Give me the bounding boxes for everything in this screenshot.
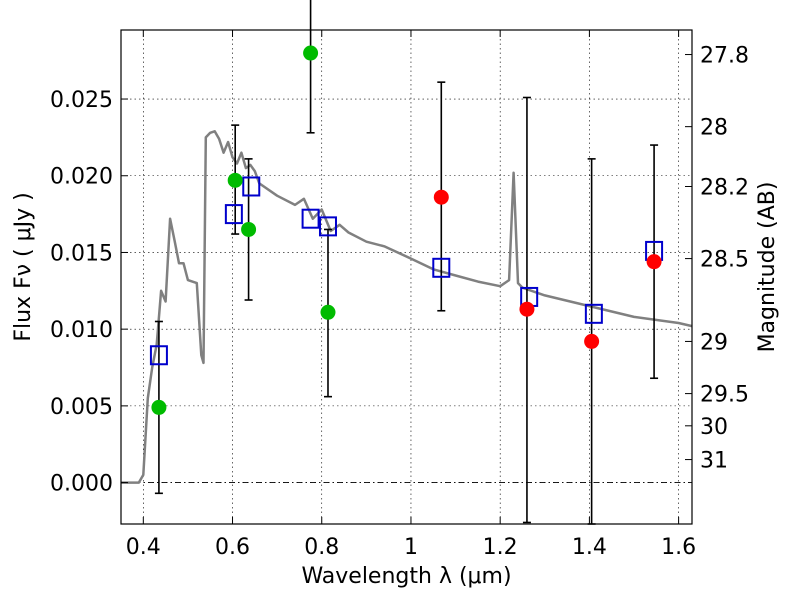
grid-lines [121,30,692,524]
x-axis-label: Wavelength λ (μm) [301,564,511,589]
y-tick-label: 0.000 [50,472,113,497]
x-tick-label: 0.6 [215,535,250,560]
y2-tick-label: 27.8 [700,44,749,69]
synthetic-photometry-square [432,257,451,278]
nondetection-point [584,333,600,349]
y2-tick-label: 29.5 [700,383,749,408]
detection-point [227,172,243,188]
nondetection-point [519,301,535,317]
y-tick-label: 0.025 [50,88,113,113]
synthetic-photometry-square [149,345,168,366]
y-tick-label: 0.010 [50,318,113,343]
synthetic-photometry-square [584,303,603,324]
synthetic-photometry-square [301,208,320,229]
nondetection-point [646,254,662,270]
synthetic-photometry-square [224,204,243,225]
x-tick-label: 0.8 [304,535,339,560]
nondetection-point [433,189,449,205]
x-tick-label: 0.4 [126,535,161,560]
model-spectrum-layer [121,130,693,484]
y-tick-label: 0.020 [50,165,113,190]
x-tick-label: 1.4 [572,535,607,560]
data-point-layer [149,45,664,415]
detection-point [241,221,257,237]
axis-ticks: 0.4 0.6 0.8 1 1.2 1.4 1.6 0.000 0.005 0.010 0.015 0… [50,30,749,560]
y2-tick-label: 30 [700,415,728,440]
y-tick-label: 0.015 [50,241,113,266]
detection-point [303,45,319,61]
y2-tick-label: 28 [700,116,728,141]
y2-tick-label: 31 [700,449,728,474]
x-tick-label: 1.2 [483,535,518,560]
synthetic-photometry-square [318,216,337,237]
y2-tick-label: 28.5 [700,248,749,273]
errorbar-layer [154,0,659,525]
y2-tick-label: 28.2 [700,175,749,200]
detection-point [320,304,336,320]
y2-axis-label: Magnitude (AB) [755,182,780,353]
y2-tick-label: 29 [700,330,728,355]
y-tick-label: 0.005 [50,395,113,420]
x-tick-label: 1.6 [661,535,696,560]
synthetic-photometry-square [242,176,261,197]
model-spectrum-line [121,130,693,484]
y-axis-label: Flux Fν ( μJy ) [11,192,36,341]
x-tick-label: 1 [404,535,418,560]
detection-point [151,399,167,415]
plot-frame [120,29,693,525]
